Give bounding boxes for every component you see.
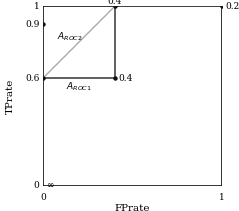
Text: 0.6: 0.6	[25, 74, 39, 83]
Text: 1: 1	[219, 193, 225, 202]
Text: 0: 0	[40, 193, 46, 202]
Text: 0.2: 0.2	[226, 2, 239, 11]
Text: FPrate: FPrate	[115, 204, 150, 211]
Text: TPrate: TPrate	[6, 78, 15, 114]
Text: 0.9: 0.9	[25, 20, 39, 29]
Text: 1: 1	[34, 2, 39, 11]
Text: 0.4: 0.4	[108, 0, 122, 6]
Text: $A_{ROC1}$: $A_{ROC1}$	[66, 81, 92, 93]
Text: $A_{ROC2}$: $A_{ROC2}$	[57, 31, 83, 43]
Text: 0: 0	[34, 181, 39, 190]
Text: ∞: ∞	[47, 181, 54, 190]
Text: 0.4: 0.4	[118, 74, 133, 83]
